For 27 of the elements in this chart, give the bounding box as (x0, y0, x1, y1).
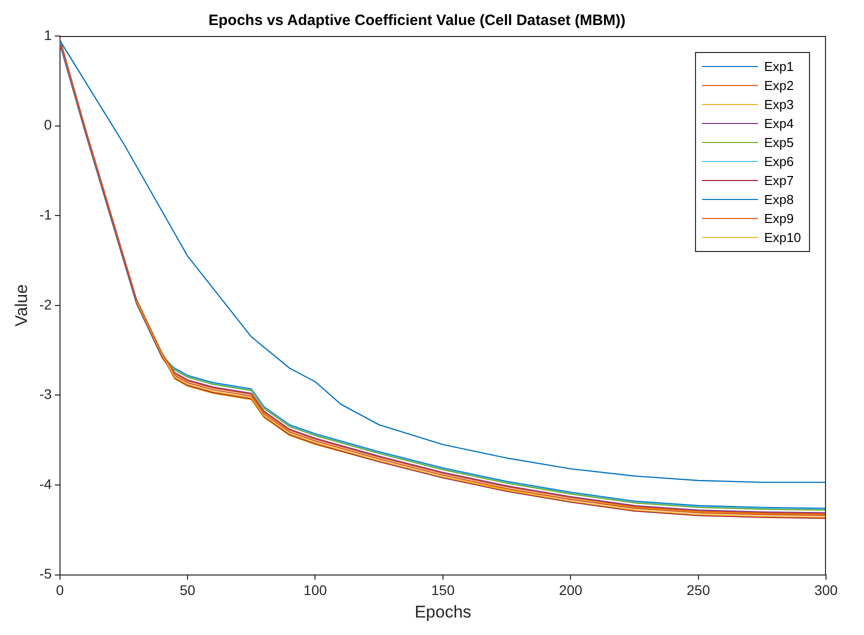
legend-label: Exp3 (764, 96, 794, 114)
y-tick-label: -4 (39, 476, 52, 492)
legend-label: Exp4 (764, 115, 794, 133)
x-tick-label: 100 (304, 582, 328, 598)
y-tick-label: 1 (44, 26, 52, 43)
x-axis-title: Epochs (414, 602, 472, 622)
y-tick-label: -2 (39, 296, 52, 312)
x-tick-label: 50 (180, 582, 196, 598)
x-tick-label: 0 (56, 582, 64, 598)
legend-label: Exp5 (764, 134, 794, 152)
legend-label: Exp8 (764, 191, 794, 209)
legend-label: Exp7 (764, 172, 794, 190)
x-tick-label: 200 (558, 582, 583, 598)
chart-title: Epochs vs Adaptive Coefficient Value (Cell Dataset (MBM)) (208, 12, 626, 30)
x-tick-label: 300 (814, 582, 838, 598)
y-axis-title: Value (12, 284, 31, 327)
y-tick-label: -1 (39, 206, 52, 222)
legend-label: Exp10 (764, 229, 801, 247)
legend-label: Exp9 (764, 210, 794, 228)
x-tick-label: 250 (686, 582, 710, 598)
y-tick-label: -3 (39, 386, 52, 402)
legend-label: Exp2 (764, 77, 794, 95)
x-tick-label: 150 (431, 582, 455, 598)
legend-label: Exp1 (764, 58, 794, 76)
y-tick-label: -5 (39, 566, 52, 582)
legend-label: Exp6 (764, 153, 794, 171)
y-tick-label: 0 (44, 116, 52, 133)
